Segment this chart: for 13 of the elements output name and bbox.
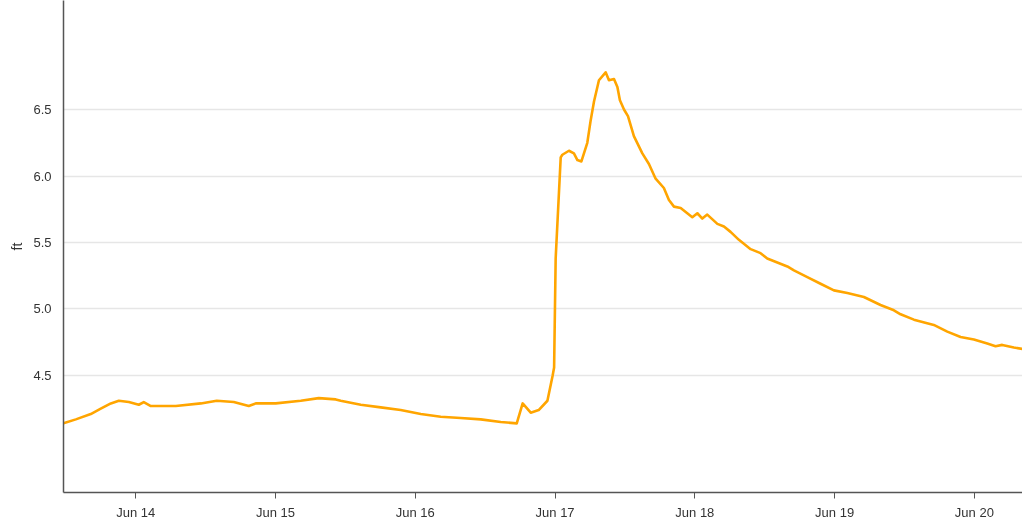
y-axis-title: ft xyxy=(9,242,26,251)
y-tick-label: 4.5 xyxy=(33,367,52,383)
x-tick-label: Jun 14 xyxy=(116,504,156,520)
x-tick-label: Jun 17 xyxy=(535,504,575,520)
x-tick-label: Jun 19 xyxy=(815,504,855,520)
y-tick-label: 5.0 xyxy=(33,301,52,317)
x-tick-label: Jun 16 xyxy=(395,504,435,520)
x-tick-label: Jun 18 xyxy=(675,504,715,520)
y-tick-label: 6.0 xyxy=(33,168,52,184)
x-tick-label: Jun 20 xyxy=(954,504,994,520)
y-tick-label: 6.5 xyxy=(33,102,52,118)
x-tick-label: Jun 15 xyxy=(256,504,296,520)
y-tick-label: 5.5 xyxy=(33,235,52,251)
